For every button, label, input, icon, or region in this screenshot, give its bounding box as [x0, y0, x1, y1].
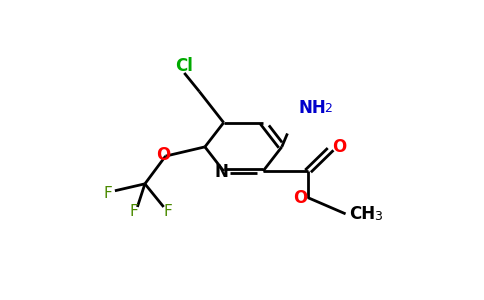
Text: O: O	[293, 189, 307, 207]
Text: 2: 2	[324, 102, 332, 115]
Text: F: F	[129, 204, 138, 219]
Text: CH: CH	[349, 205, 376, 223]
Text: O: O	[156, 146, 171, 164]
Text: 3: 3	[374, 210, 381, 223]
Text: F: F	[103, 186, 112, 201]
Text: N: N	[215, 163, 229, 181]
Text: O: O	[332, 138, 346, 156]
Text: NH: NH	[299, 99, 326, 117]
Text: Cl: Cl	[175, 57, 193, 75]
Text: F: F	[163, 204, 172, 219]
